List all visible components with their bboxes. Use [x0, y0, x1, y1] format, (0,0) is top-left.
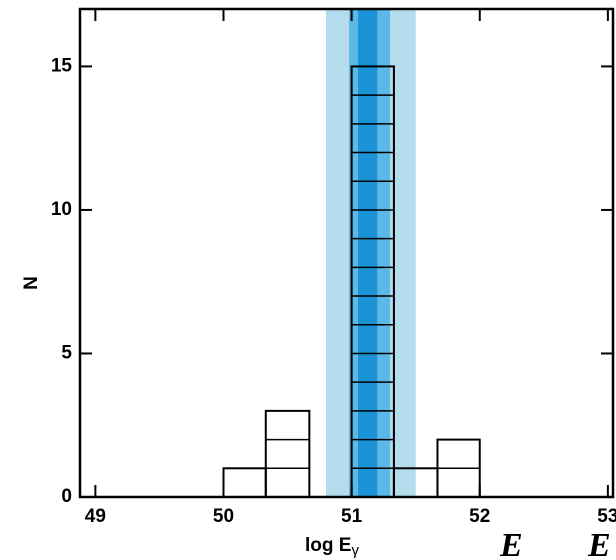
band [358, 9, 378, 497]
y-tick-label: 5 [61, 342, 72, 363]
plot-frame [78, 7, 615, 499]
x-tick-label: 50 [213, 506, 234, 527]
x-tick-label: 52 [469, 506, 490, 527]
y-tick-label: 0 [61, 486, 72, 507]
bar [222, 467, 267, 499]
x-axis-label-sub: γ [351, 542, 359, 559]
x-axis-label: log Eγ [305, 535, 359, 559]
caption-fragment: E [499, 527, 523, 560]
y-tick-label: 10 [51, 199, 72, 220]
x-tick-label: 49 [85, 506, 106, 527]
y-tick-label: 15 [51, 55, 73, 76]
x-tick-label: 51 [341, 506, 363, 527]
x-tick-label: 53 [597, 506, 616, 527]
caption-fragment: E [587, 527, 611, 560]
y-axis-label: N [21, 276, 42, 290]
bar [264, 409, 311, 498]
x-axis-label-main: log E [305, 535, 351, 556]
plot-area: 49 50 51 52 53 0 5 10 15 [51, 7, 616, 527]
